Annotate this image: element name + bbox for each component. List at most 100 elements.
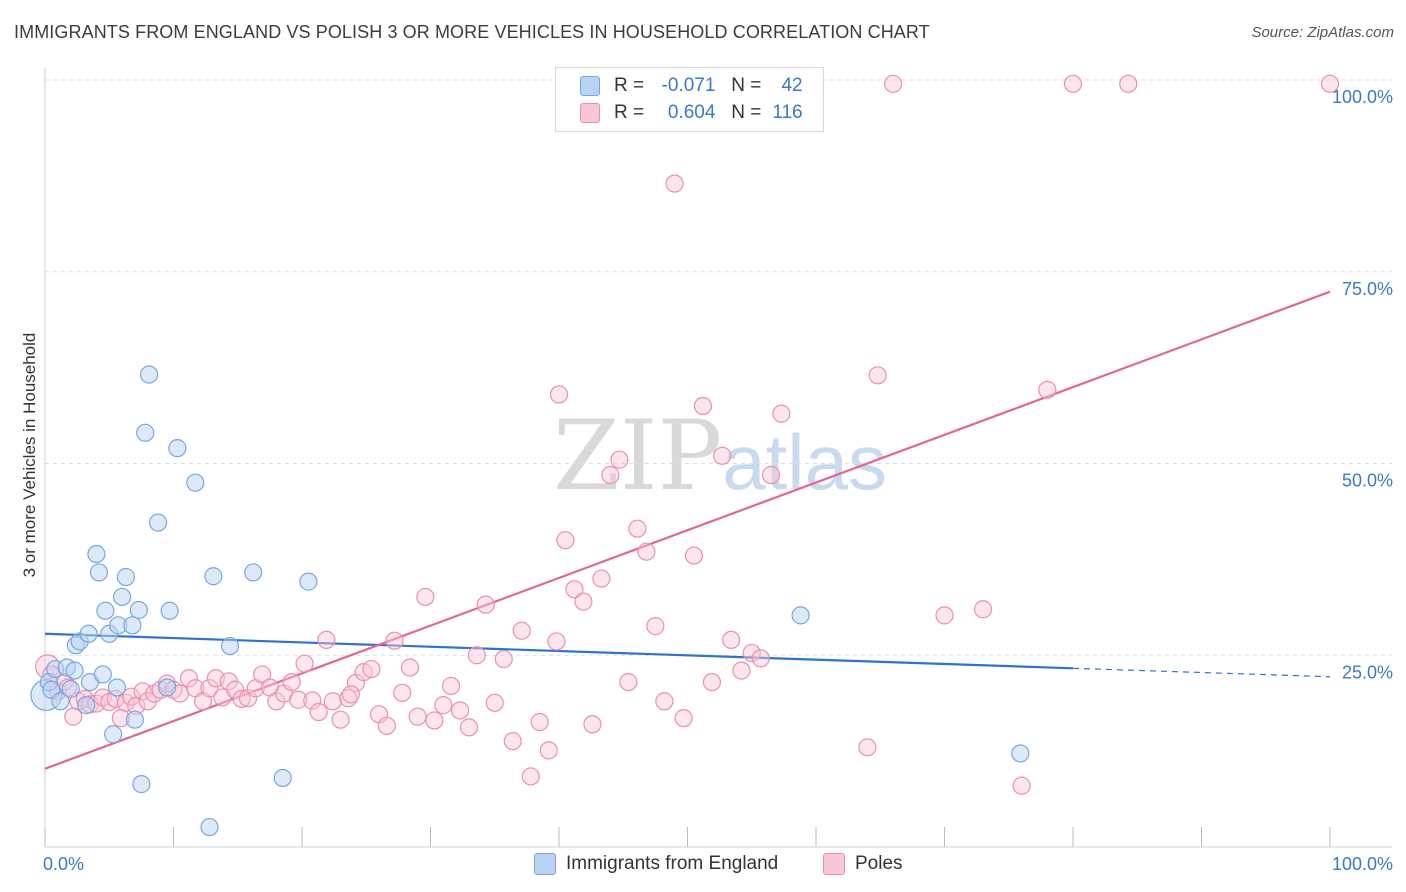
x-tick-label: 100.0%	[1332, 854, 1393, 874]
england-point	[89, 563, 109, 582]
poles-point	[556, 531, 575, 550]
poles-point	[1038, 380, 1057, 399]
poles-point	[610, 450, 629, 469]
england-point	[112, 587, 132, 607]
poles-point	[646, 617, 665, 636]
poles-point	[416, 587, 435, 607]
poles-point	[226, 680, 245, 699]
legend-r-value: 0.604	[667, 102, 716, 123]
poles-point	[935, 606, 954, 625]
poles-point	[751, 649, 770, 668]
poles-point	[467, 646, 486, 665]
bottom-legend-poles: Poles	[823, 852, 903, 876]
poles-point	[450, 701, 470, 720]
legend-n-label: N =	[731, 102, 762, 123]
x-tick-label: 0.0%	[43, 854, 84, 874]
poles-point	[385, 631, 404, 650]
legend-swatch-england	[580, 76, 600, 96]
poles-point	[1012, 776, 1031, 795]
england-point	[299, 572, 318, 591]
poles-point	[693, 396, 713, 416]
poles-point	[684, 546, 704, 565]
poles-point	[772, 404, 791, 423]
england-point	[204, 567, 223, 586]
poles-point	[494, 649, 513, 669]
poles-point	[530, 712, 549, 732]
poles-point	[637, 542, 656, 561]
poles-point	[601, 465, 620, 485]
england-point	[160, 601, 179, 620]
poles-point	[200, 679, 219, 698]
poles-point	[973, 600, 993, 619]
england-point	[77, 696, 96, 715]
poles-point	[441, 676, 461, 696]
poles-point	[408, 707, 427, 726]
y-tick-label: 75.0%	[1342, 279, 1393, 299]
poles-point	[547, 632, 566, 651]
poles-point	[238, 689, 258, 708]
poles-point	[476, 595, 495, 614]
y-tick-label: 50.0%	[1342, 471, 1393, 491]
correlation-legend: R = -0.071 N = 42 R = 0.604 N = 116	[555, 67, 824, 132]
legend-r-label: R =	[614, 75, 645, 96]
england-point	[125, 710, 145, 729]
poles-point	[121, 687, 141, 706]
poles-point	[565, 580, 584, 599]
poles-point	[295, 654, 314, 673]
england-point	[107, 678, 127, 697]
y-tick-label: 25.0%	[1342, 662, 1393, 682]
poles-point	[583, 715, 602, 734]
poles-point	[362, 659, 381, 679]
legend-row-england: R = -0.071 N = 42	[580, 73, 803, 99]
bottom-legend-poles-label: Poles	[855, 853, 903, 874]
chart-title: IMMIGRANTS FROM ENGLAND VS POLISH 3 OR M…	[14, 22, 930, 42]
legend-n-label: N =	[731, 75, 762, 96]
legend-row-poles: R = 0.604 N = 116	[580, 100, 803, 126]
poles-point	[434, 696, 453, 715]
poles-point	[282, 672, 301, 692]
england-point	[104, 725, 123, 744]
axes	[44, 68, 1392, 848]
poles-point	[485, 693, 504, 712]
england-point	[51, 692, 70, 711]
england-point	[96, 601, 115, 620]
poles-point	[539, 741, 558, 760]
poles-point	[341, 685, 360, 704]
poles-point	[592, 569, 611, 588]
england-point	[132, 775, 151, 794]
legend-n-value: 116	[772, 102, 803, 123]
england-point	[244, 563, 263, 582]
england-point	[139, 365, 159, 384]
poles-point	[232, 689, 251, 709]
poles-point	[377, 716, 396, 735]
poles-point	[628, 519, 647, 538]
poles-point	[574, 592, 593, 611]
y-tick-label: 100.0%	[1332, 87, 1393, 107]
england-point	[220, 636, 240, 656]
trend-lines	[44, 290, 1331, 770]
poles-point	[400, 658, 420, 677]
poles-point	[289, 690, 308, 709]
bottom-swatch-england	[534, 853, 556, 875]
poles-point	[665, 174, 684, 193]
poles-point	[303, 691, 322, 710]
poles-point	[1320, 74, 1340, 93]
legend-r-value: -0.071	[661, 75, 716, 96]
england-point	[168, 439, 187, 458]
england-point	[157, 678, 177, 697]
england-point	[136, 423, 155, 442]
poles-point	[133, 682, 152, 701]
england-point	[116, 567, 136, 587]
poles-point	[655, 692, 674, 711]
source-label: Source: ZipAtlas.com	[1251, 24, 1394, 41]
bottom-legend-england: Immigrants from England	[534, 852, 778, 876]
poles-point	[267, 692, 286, 711]
poles-point	[331, 710, 350, 729]
poles-point	[521, 767, 540, 786]
poles-point	[713, 446, 732, 465]
poles-point	[503, 732, 522, 751]
poles-point	[512, 621, 531, 640]
y-axis-label: 3 or more Vehicles in Household	[20, 332, 39, 578]
england-point	[65, 661, 84, 680]
